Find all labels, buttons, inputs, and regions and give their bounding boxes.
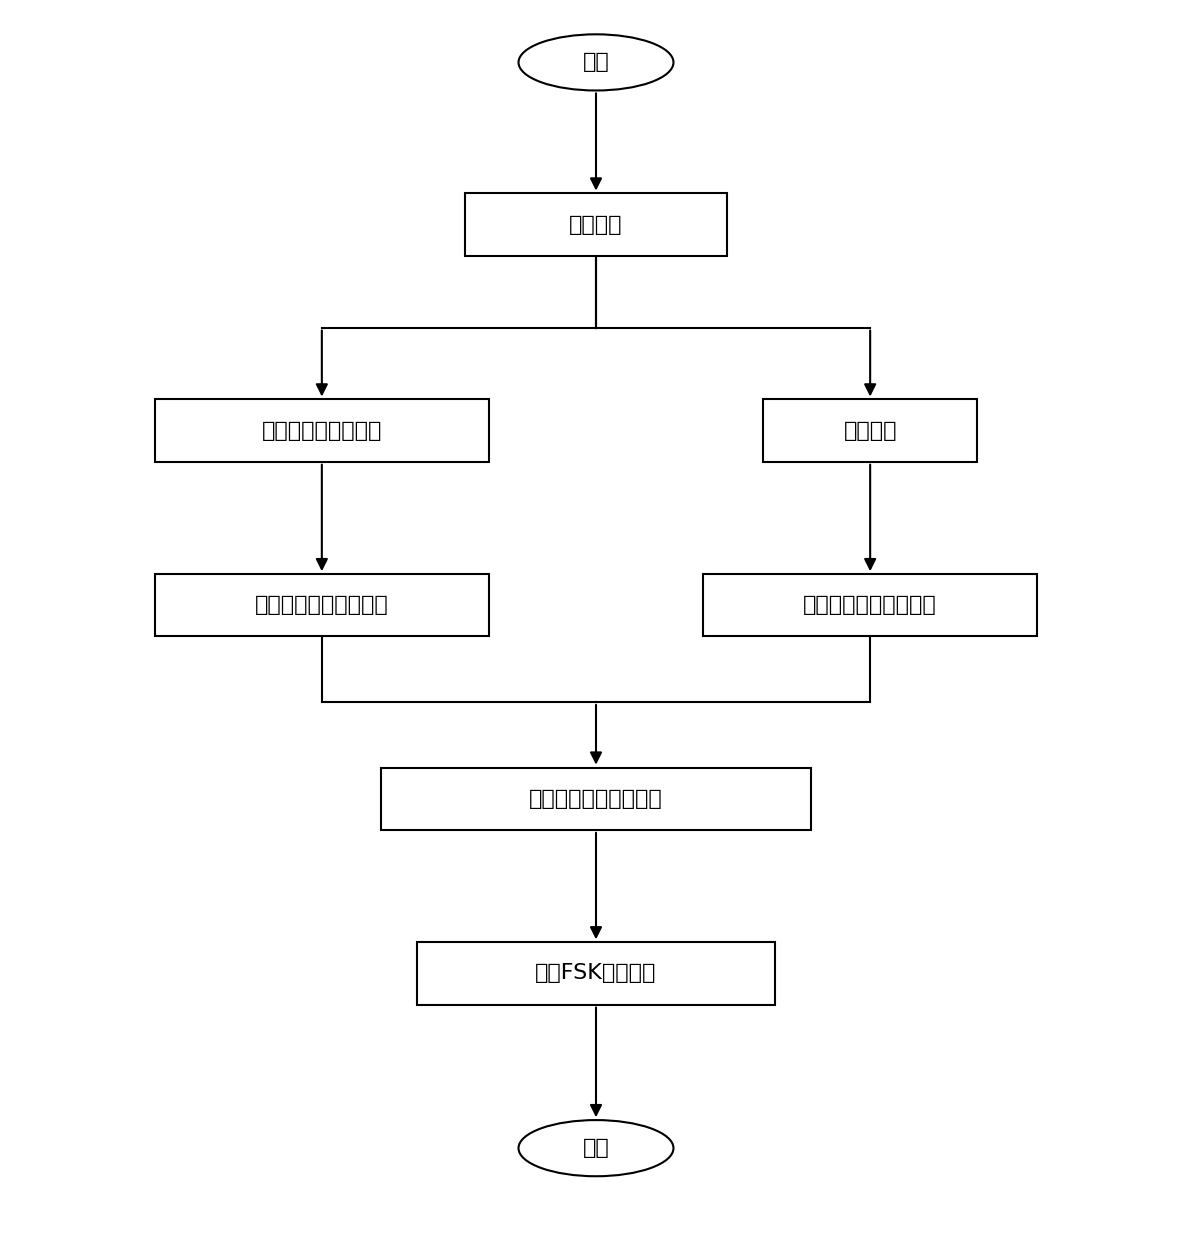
Text: 接收信号: 接收信号 — [570, 215, 622, 235]
Text: 识别FSK信号个体: 识别FSK信号个体 — [535, 963, 657, 983]
Ellipse shape — [519, 35, 673, 91]
Text: 计算双谱切片包络参数: 计算双谱切片包络参数 — [255, 595, 389, 615]
FancyBboxPatch shape — [703, 574, 1037, 636]
FancyBboxPatch shape — [763, 399, 977, 462]
Text: 结束: 结束 — [583, 1138, 609, 1158]
FancyBboxPatch shape — [465, 193, 727, 256]
FancyBboxPatch shape — [381, 768, 811, 830]
Text: 计算小波低频系数方差: 计算小波低频系数方差 — [803, 595, 937, 615]
Ellipse shape — [519, 1121, 673, 1176]
Text: 特征融合，计算贴近度: 特征融合，计算贴近度 — [529, 789, 663, 809]
FancyBboxPatch shape — [155, 574, 489, 636]
Text: 开始: 开始 — [583, 52, 609, 72]
Text: 双谱及双谱切片分析: 双谱及双谱切片分析 — [262, 421, 381, 441]
Text: 小波变换: 小波变换 — [844, 421, 896, 441]
FancyBboxPatch shape — [417, 942, 775, 1005]
FancyBboxPatch shape — [155, 399, 489, 462]
